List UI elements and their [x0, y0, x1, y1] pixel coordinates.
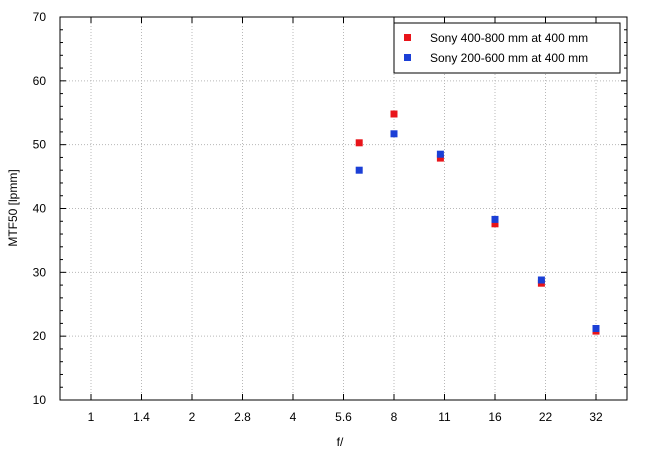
- y-tick-label: 10: [33, 393, 47, 407]
- x-tick-labels: 1 1.4 2 2.8 4 5.6 8 11 16 22 32: [88, 410, 603, 424]
- data-point-series-0: [436, 154, 444, 162]
- axis-ticks: [60, 16, 627, 401]
- legend-swatch-sony-200-600: [404, 54, 411, 61]
- x-tick-label: 8: [391, 410, 398, 424]
- x-tick-label: 2.8: [234, 410, 251, 424]
- x-tick-label: 1: [88, 410, 95, 424]
- y-tick-label: 50: [33, 138, 47, 152]
- x-tick-label: 16: [488, 410, 502, 424]
- y-tick-label: 70: [33, 10, 47, 24]
- y-tick-labels: 10 20 30 40 50 60 70: [33, 10, 47, 407]
- y-tick-label: 60: [33, 74, 47, 88]
- x-tick-label: 5.6: [335, 410, 352, 424]
- data-point-series-1: [592, 325, 600, 332]
- x-axis-label: f/: [337, 435, 344, 449]
- data-point-series-1: [491, 215, 499, 223]
- x-tick-label: 11: [438, 410, 451, 424]
- legend-swatch-sony-400-800: [404, 34, 411, 41]
- legend-label-sony-400-800: Sony 400-800 mm at 400 mm: [430, 31, 588, 45]
- data-point-series-1: [537, 276, 545, 284]
- y-tick-label: 30: [33, 265, 47, 279]
- data-point-series-0: [390, 110, 398, 118]
- x-tick-label: 22: [539, 410, 553, 424]
- y-axis-label: MTF50 [lpmm]: [6, 169, 20, 246]
- data-points: [355, 110, 600, 335]
- y-tick-label: 40: [33, 202, 47, 216]
- legend-label-sony-200-600: Sony 200-600 mm at 400 mm: [430, 51, 588, 65]
- y-tick-label: 20: [33, 329, 47, 343]
- data-point-series-0: [491, 220, 499, 228]
- x-tick-label: 1.4: [133, 410, 150, 424]
- data-point-series-1: [436, 150, 444, 158]
- grid-lines: [60, 17, 627, 400]
- legend: Sony 400-800 mm at 400 mm Sony 200-600 m…: [393, 22, 621, 74]
- data-point-series-0: [355, 139, 363, 147]
- x-tick-label: 2: [189, 410, 196, 424]
- data-point-series-1: [390, 130, 398, 138]
- legend-box: [393, 22, 621, 74]
- x-tick-label: 4: [290, 410, 297, 424]
- x-tick-label: 32: [589, 410, 603, 424]
- data-point-series-1: [355, 166, 363, 174]
